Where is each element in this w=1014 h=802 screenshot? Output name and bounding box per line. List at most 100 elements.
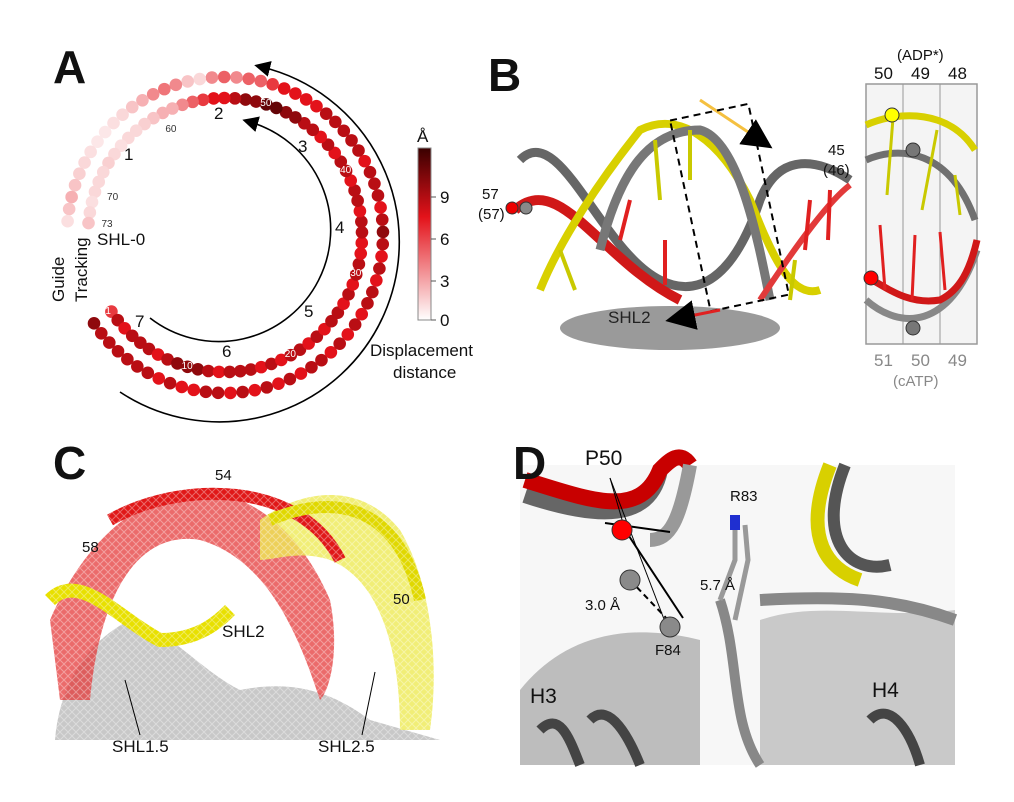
guide-dot bbox=[366, 285, 379, 299]
tracking-dot bbox=[298, 116, 311, 130]
tracking-dot bbox=[289, 111, 302, 124]
tracking-dot bbox=[181, 360, 194, 374]
label-50: 50 bbox=[393, 591, 410, 608]
tracking-dot bbox=[270, 101, 283, 115]
shl2-label-c: SHL2 bbox=[222, 622, 265, 641]
guide-dot bbox=[289, 87, 302, 100]
tracking-dot bbox=[284, 348, 298, 362]
segment-7: 7 bbox=[135, 312, 145, 331]
tracking-dot bbox=[355, 215, 368, 228]
guide-dot bbox=[65, 190, 78, 204]
position-tick: 60 bbox=[165, 123, 177, 135]
guide-dot bbox=[376, 225, 390, 239]
guide-dot bbox=[242, 72, 255, 86]
tracking-dot bbox=[212, 365, 226, 379]
tracking-dot bbox=[348, 184, 361, 197]
guide-dot bbox=[352, 144, 365, 157]
shl15-label: SHL1.5 bbox=[112, 737, 169, 756]
tracking-dot bbox=[92, 175, 106, 189]
guide-dot bbox=[61, 214, 74, 228]
guide-dot bbox=[375, 213, 389, 226]
colorbar-tick: 0 bbox=[440, 311, 450, 330]
position-tick: 50 bbox=[260, 98, 272, 110]
guide-dot bbox=[131, 360, 144, 373]
tracking-arc-arrow bbox=[149, 116, 332, 343]
p50-label: P50 bbox=[585, 447, 623, 470]
tracking-dot bbox=[331, 306, 345, 319]
guide-dot bbox=[199, 385, 213, 399]
guide-dot bbox=[358, 154, 371, 168]
tracking-dot bbox=[254, 360, 268, 374]
tracking-dot bbox=[176, 98, 189, 112]
h3-label: H3 bbox=[530, 685, 557, 708]
guide-dot bbox=[374, 201, 387, 214]
guide-dot bbox=[121, 352, 134, 366]
guide-dot bbox=[355, 307, 369, 321]
position-tick: 73 bbox=[101, 218, 113, 230]
label-54: 54 bbox=[215, 467, 232, 484]
guide-dot bbox=[102, 336, 116, 349]
segment-5: 5 bbox=[304, 302, 314, 321]
label-57: 57 bbox=[482, 186, 499, 203]
guide-dot bbox=[333, 337, 346, 350]
shl0-label: SHL-0 bbox=[97, 230, 146, 249]
tracking-dot bbox=[171, 357, 184, 370]
r83-label: R83 bbox=[730, 488, 758, 505]
f84-label: F84 bbox=[655, 642, 681, 659]
tracking-dot bbox=[354, 247, 368, 260]
inset-top-title: (ADP*) bbox=[897, 47, 944, 64]
guide-dot bbox=[277, 82, 291, 95]
inset-top-50: 50 bbox=[874, 64, 893, 83]
guide-dot bbox=[175, 380, 189, 394]
guide-dot bbox=[254, 74, 268, 88]
tracking-dot bbox=[249, 95, 263, 108]
tracking-dot bbox=[147, 111, 160, 125]
guide-dot bbox=[125, 100, 139, 114]
guide-dot bbox=[375, 250, 388, 263]
tracking-dot bbox=[352, 257, 366, 271]
tracking-dot bbox=[142, 342, 156, 356]
position-tick: 70 bbox=[107, 191, 119, 203]
colorbar-tick: 6 bbox=[440, 230, 450, 249]
guide-dot bbox=[310, 99, 323, 113]
label-45: 45 bbox=[828, 142, 845, 159]
guide-dot bbox=[73, 167, 86, 180]
tracking-dot bbox=[83, 206, 97, 219]
tracking-dot bbox=[355, 226, 369, 239]
label-57-paren: (57) bbox=[478, 206, 505, 223]
tracking-dot bbox=[353, 204, 367, 218]
guide-dot bbox=[163, 376, 177, 390]
inset-bottom-49: 49 bbox=[948, 351, 967, 370]
guide-dot bbox=[329, 115, 342, 129]
tracking-dot bbox=[96, 165, 110, 179]
guide-dot bbox=[266, 78, 279, 91]
panel-label-b: B bbox=[488, 49, 522, 101]
tracking-dot bbox=[161, 353, 174, 366]
panel-label-a: A bbox=[53, 41, 87, 93]
guide-dot bbox=[236, 385, 249, 399]
tracking-dot bbox=[342, 287, 355, 301]
shl25-label: SHL2.5 bbox=[318, 737, 375, 756]
guide-dot bbox=[78, 156, 91, 169]
guide-dot bbox=[376, 237, 390, 251]
tracking-dot bbox=[334, 155, 348, 169]
position-tick: 40 bbox=[340, 164, 352, 176]
guide-dot bbox=[146, 87, 160, 101]
guide-dot bbox=[141, 366, 155, 380]
guide-dot bbox=[181, 75, 194, 88]
guide-dot bbox=[94, 326, 108, 340]
guide-dot bbox=[299, 93, 313, 106]
guide-dot bbox=[305, 360, 318, 374]
tracking-dot bbox=[339, 164, 353, 178]
label-46: (46) bbox=[823, 162, 850, 179]
guide-arc-arrow bbox=[119, 61, 401, 423]
position-tick: 10 bbox=[181, 360, 193, 372]
distance-3-0: 3.0 Å bbox=[585, 597, 621, 614]
segment-1: 1 bbox=[124, 145, 134, 164]
panel-label-c: C bbox=[53, 437, 87, 489]
guide-dot bbox=[370, 274, 383, 287]
dna-cartoon-b bbox=[505, 98, 853, 350]
guide-dot bbox=[116, 108, 129, 122]
tracking-dot bbox=[88, 185, 102, 199]
